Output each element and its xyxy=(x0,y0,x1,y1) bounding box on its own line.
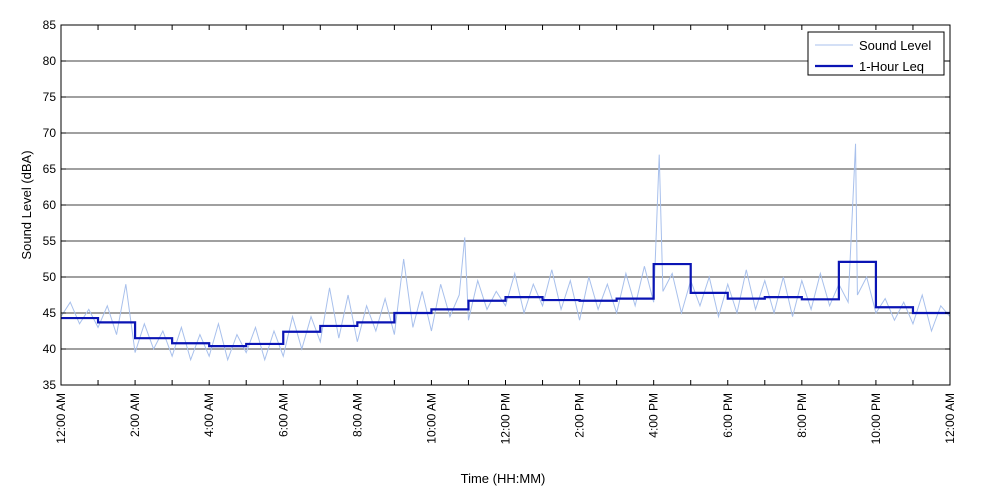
x-tick-label-6: 12:00 PM xyxy=(499,393,513,444)
y-tick-label-65: 65 xyxy=(43,162,57,176)
y-tick-label-80: 80 xyxy=(43,54,57,68)
y-tick-label-70: 70 xyxy=(43,126,57,140)
x-tick-label-2: 4:00 AM xyxy=(202,393,216,437)
y-tick-label-35: 35 xyxy=(43,378,57,392)
x-tick-label-0: 12:00 AM xyxy=(54,393,68,444)
legend-box xyxy=(807,31,945,76)
y-tick-label-40: 40 xyxy=(43,342,57,356)
x-axis-title: Time (HH:MM) xyxy=(461,471,546,486)
x-tick-label-12: 12:00 AM xyxy=(943,393,957,444)
series-group xyxy=(60,143,951,362)
x-tick-label-7: 2:00 PM xyxy=(573,393,587,438)
x-tick-label-9: 6:00 PM xyxy=(721,393,735,438)
x-tick-label-1: 2:00 AM xyxy=(128,393,142,437)
legend: Sound Level 1-Hour Leq xyxy=(807,31,945,76)
leq-step-line xyxy=(61,260,950,348)
legend-label-1-hour-leq: 1-Hour Leq xyxy=(859,59,924,74)
y-tick-label-75: 75 xyxy=(43,90,57,104)
legend-label-sound-level: Sound Level xyxy=(859,38,931,53)
y-tick-label-85: 85 xyxy=(43,18,57,32)
x-tick-label-4: 8:00 AM xyxy=(350,393,364,437)
grid-lines xyxy=(61,60,950,350)
sound-level-line xyxy=(60,143,951,362)
y-tick-label-50: 50 xyxy=(43,270,57,284)
y-axis-title: Sound Level (dBA) xyxy=(19,150,34,259)
y-tick-label-55: 55 xyxy=(43,234,57,248)
x-tick-label-11: 10:00 PM xyxy=(869,393,883,444)
x-tick-label-5: 10:00 AM xyxy=(424,393,438,444)
y-tick-label-45: 45 xyxy=(43,306,57,320)
y-tick-label-60: 60 xyxy=(43,198,57,212)
x-tick-label-8: 4:00 PM xyxy=(647,393,661,438)
x-tick-label-3: 6:00 AM xyxy=(276,393,290,437)
x-tick-label-10: 8:00 PM xyxy=(795,393,809,438)
axis-ticks: 35 40 45 50 55 60 65 70 75 80 85 12:00 AM 2:00 AM 4:0… xyxy=(43,18,957,444)
